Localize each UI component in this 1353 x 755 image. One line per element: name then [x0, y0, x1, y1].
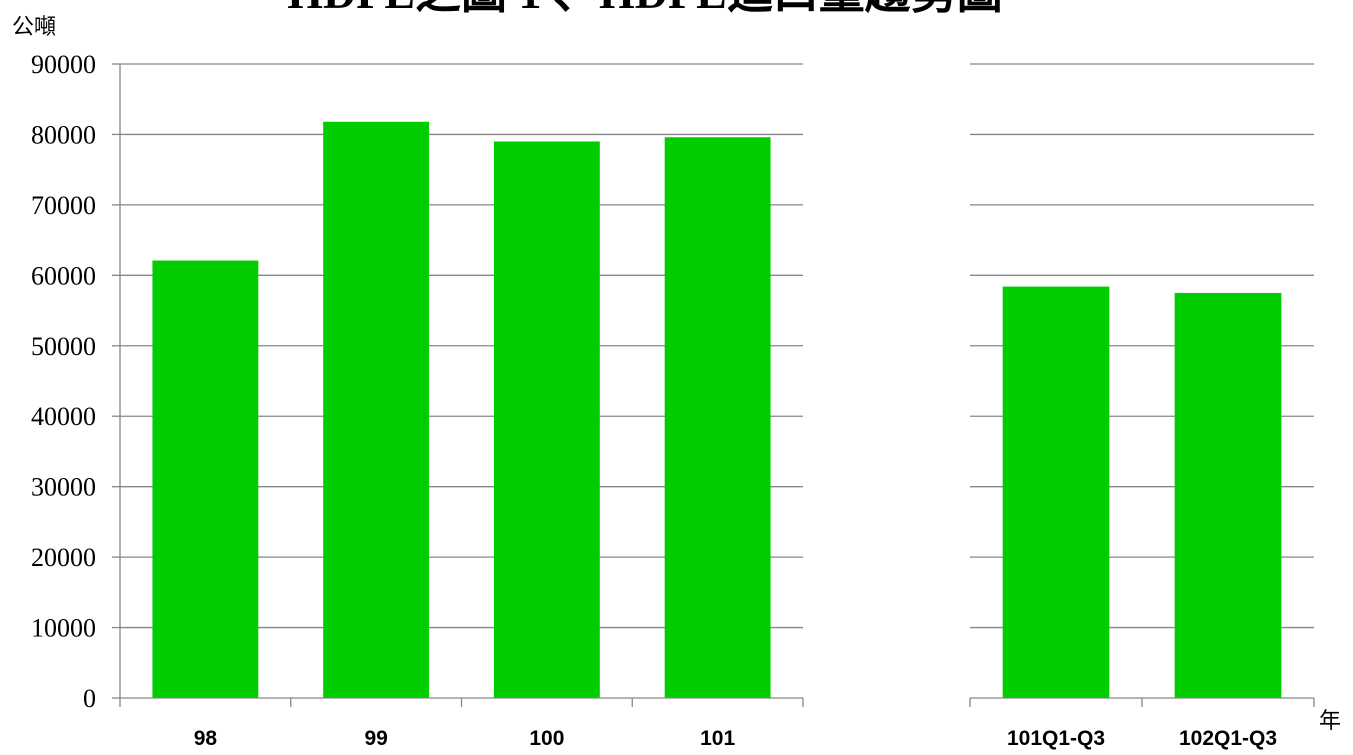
x-tick-label: 102Q1-Q3 [1179, 727, 1277, 750]
bar-99 [323, 121, 430, 698]
x-axis-label: 年 [1319, 709, 1341, 734]
y-tick-label: 70000 [31, 191, 96, 220]
x-tick-label: 99 [364, 727, 387, 750]
y-tick-label: 10000 [31, 614, 96, 643]
bar-101Q1-Q3 [1002, 286, 1110, 698]
x-tick-label: 98 [194, 727, 218, 750]
y-tick-label: 20000 [31, 543, 96, 572]
x-tick-labels: 98 99 100 101 101Q1-Q3 102Q1-Q3 [194, 727, 1277, 750]
y-tick-label: 50000 [31, 332, 96, 361]
bars [152, 121, 1282, 699]
y-tick-label: 80000 [31, 120, 96, 149]
y-tick-label: 30000 [31, 473, 96, 502]
x-tick-label: 101 [700, 727, 735, 750]
y-tick-label: 90000 [31, 50, 96, 79]
x-tick-label: 100 [529, 727, 564, 750]
bar-98 [152, 260, 259, 698]
y-tick-label: 40000 [31, 402, 96, 431]
y-tick-label: 60000 [31, 261, 96, 290]
bar-102Q1-Q3 [1174, 292, 1282, 698]
axes [112, 63, 1315, 707]
y-axis-label: 公噸 [12, 15, 56, 40]
bar-101 [664, 137, 771, 699]
y-tick-label: 0 [83, 684, 96, 713]
y-tick-labels: 0 10000 20000 30000 40000 50000 60000 70000 8000… [31, 50, 96, 713]
x-tick-label: 101Q1-Q3 [1007, 727, 1105, 750]
chart-title: HDPE之圖 1 、HDPE進口量趨勢圖 [287, 0, 1003, 18]
bar-100 [493, 141, 600, 698]
